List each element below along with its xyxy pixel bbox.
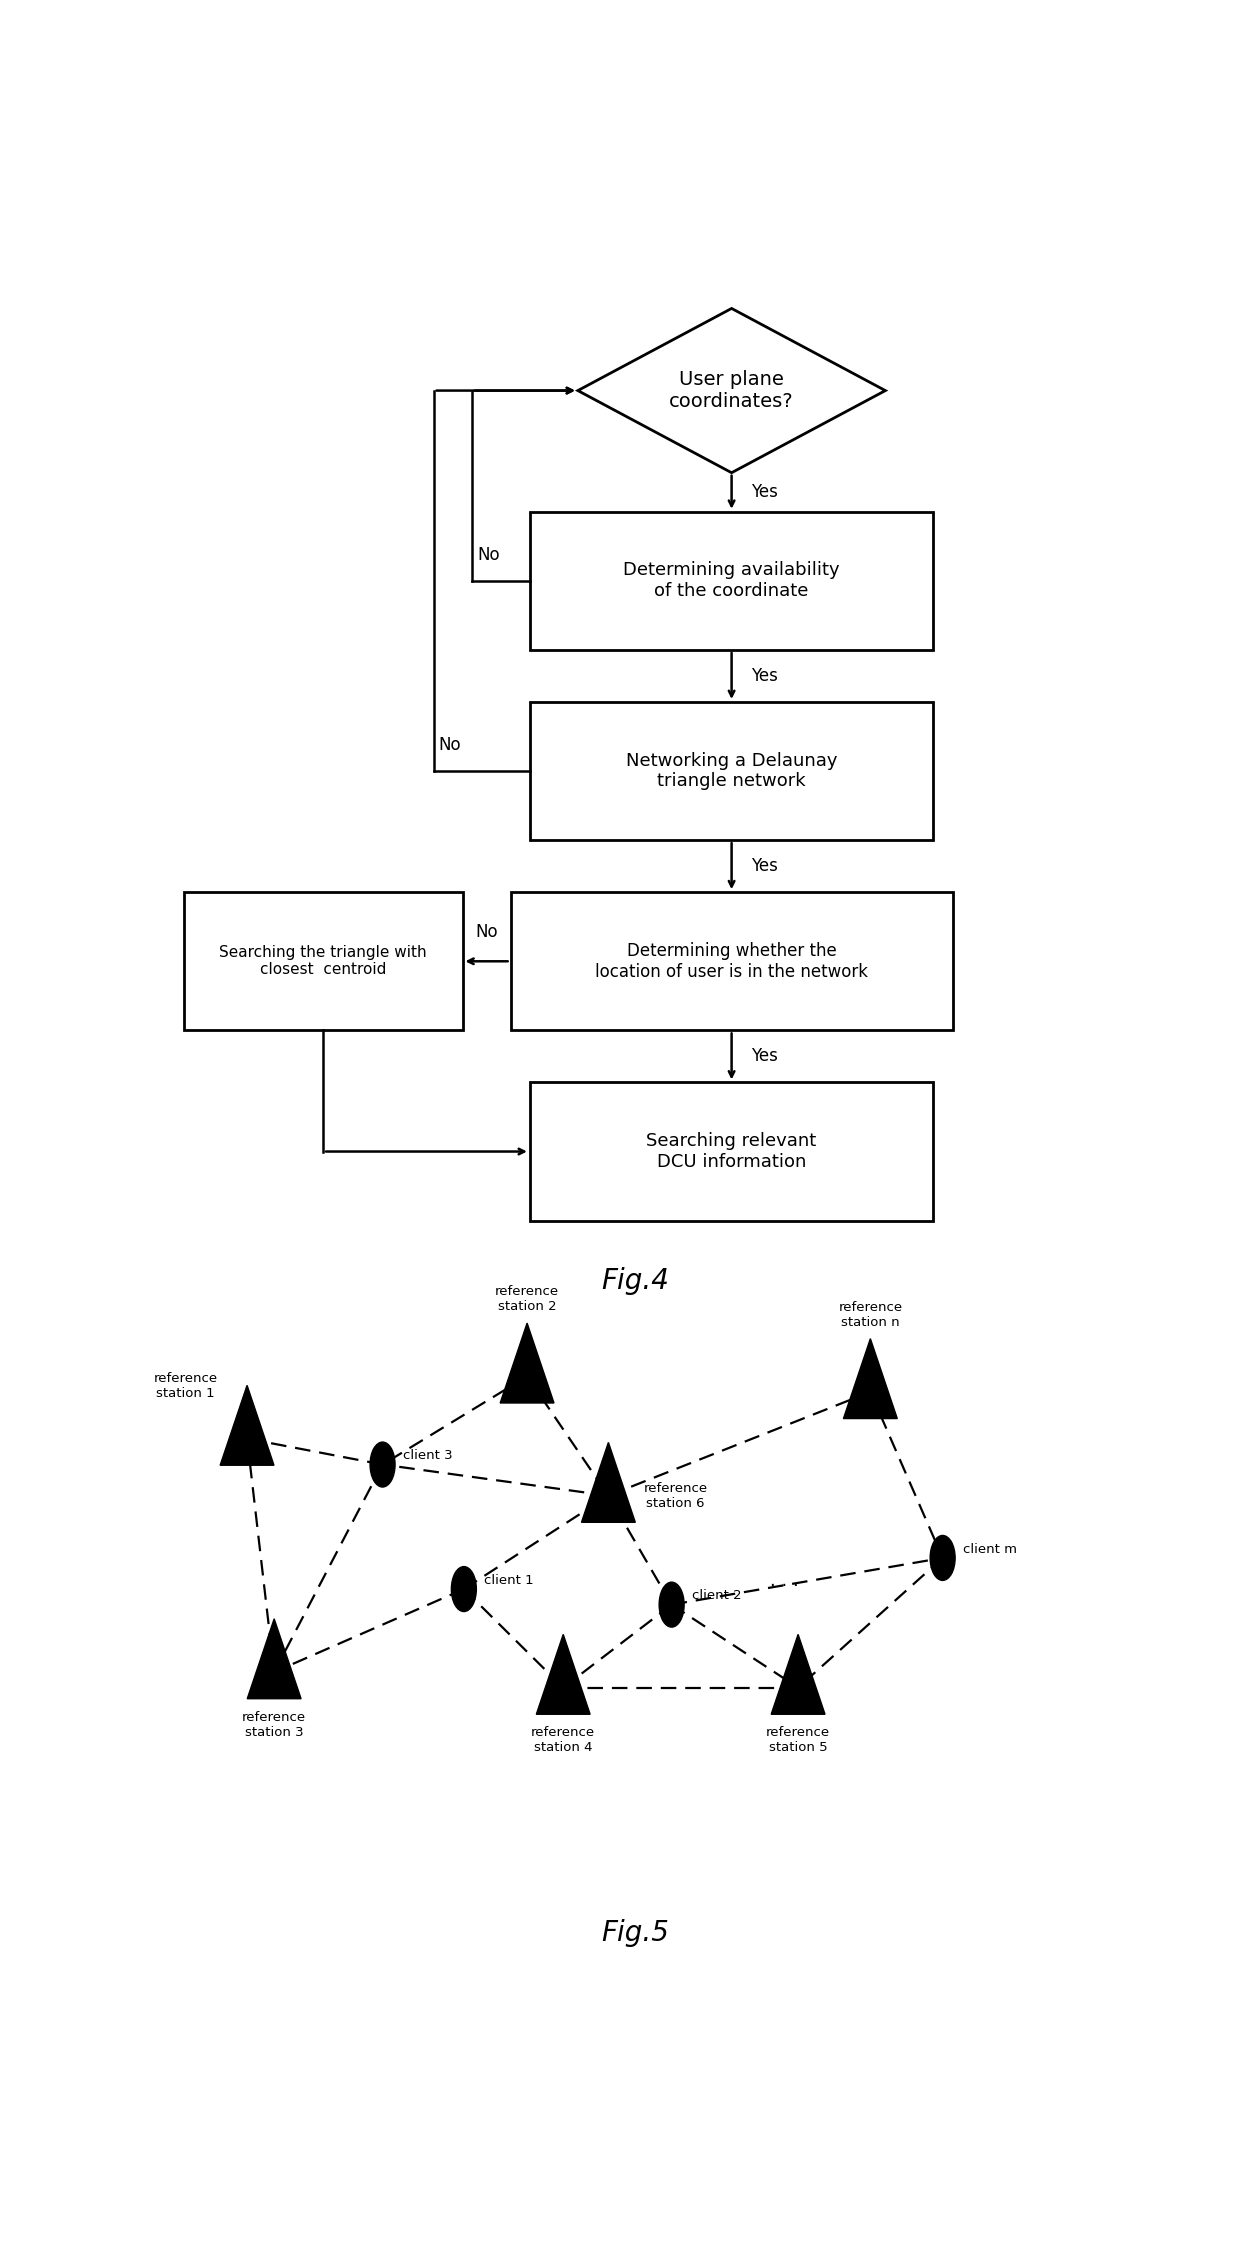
- Text: reference
station 5: reference station 5: [766, 1727, 830, 1754]
- Text: Fig.5: Fig.5: [601, 1920, 670, 1947]
- Text: reference
station n: reference station n: [838, 1300, 903, 1330]
- Text: client m: client m: [962, 1543, 1017, 1556]
- Text: reference
station 6: reference station 6: [644, 1482, 708, 1509]
- Polygon shape: [500, 1323, 554, 1404]
- Polygon shape: [771, 1635, 825, 1714]
- Text: client 3: client 3: [403, 1449, 453, 1462]
- Text: Searching the triangle with
closest  centroid: Searching the triangle with closest cent…: [219, 946, 427, 977]
- Polygon shape: [843, 1339, 898, 1419]
- Circle shape: [451, 1568, 476, 1613]
- Text: . . .: . . .: [770, 1572, 799, 1590]
- Text: Yes: Yes: [751, 667, 777, 685]
- Text: Searching relevant
DCU information: Searching relevant DCU information: [646, 1132, 817, 1170]
- Text: No: No: [439, 737, 461, 755]
- Text: client 2: client 2: [692, 1590, 742, 1601]
- Text: Yes: Yes: [751, 483, 777, 501]
- Bar: [529, 703, 934, 840]
- Text: Yes: Yes: [751, 1047, 777, 1065]
- Text: Fig.4: Fig.4: [601, 1267, 670, 1296]
- Text: reference
station 3: reference station 3: [242, 1711, 306, 1738]
- Text: Yes: Yes: [751, 858, 777, 876]
- Text: reference
station 1: reference station 1: [154, 1372, 217, 1399]
- Text: Determining whether the
location of user is in the network: Determining whether the location of user…: [595, 941, 868, 982]
- Circle shape: [930, 1536, 955, 1581]
- Text: client 1: client 1: [484, 1574, 533, 1588]
- Text: Networking a Delaunay
triangle network: Networking a Delaunay triangle network: [626, 752, 837, 791]
- Circle shape: [660, 1581, 684, 1626]
- Text: User plane
coordinates?: User plane coordinates?: [670, 371, 794, 411]
- Text: reference
station 2: reference station 2: [495, 1285, 559, 1314]
- Bar: [511, 892, 952, 1031]
- Bar: [529, 512, 934, 649]
- Polygon shape: [247, 1619, 301, 1698]
- Text: reference
station 4: reference station 4: [531, 1727, 595, 1754]
- Polygon shape: [582, 1442, 635, 1523]
- Bar: [184, 892, 463, 1031]
- Text: Determining availability
of the coordinate: Determining availability of the coordina…: [624, 562, 839, 600]
- Bar: [529, 1083, 934, 1222]
- Polygon shape: [221, 1386, 274, 1464]
- Text: No: No: [475, 923, 497, 941]
- Text: No: No: [477, 546, 500, 564]
- Polygon shape: [537, 1635, 590, 1714]
- Circle shape: [370, 1442, 396, 1487]
